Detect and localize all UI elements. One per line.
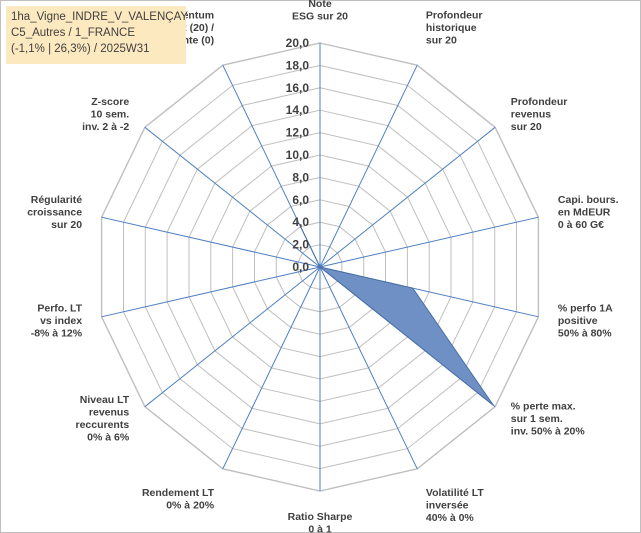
axis-spoke <box>222 266 321 470</box>
axis-spoke <box>319 126 496 268</box>
tick-label: 12,0 <box>286 126 310 140</box>
tick-label: 20,0 <box>286 36 310 50</box>
tick-label: 2,0 <box>292 238 309 252</box>
chart-title-box: 1ha_Vigne_INDRE_V_VALENÇAY C5_Autres / 1… <box>6 6 189 64</box>
axis-label: % perte max. sur 1 sem. inv. 50% à 20% <box>511 400 586 437</box>
title-line-3: (-1,1% | 26,3%) / 2025W31 <box>11 43 150 55</box>
axis-spoke <box>319 216 539 268</box>
axis-spoke <box>144 126 321 268</box>
axis-label: Rendement LT 0% à 20% <box>142 487 215 512</box>
axis-labels: Note ESG sur 20 Profondeur historique sur 20… <box>27 0 618 533</box>
title-line-1: 1ha_Vigne_INDRE_V_VALENÇAY <box>11 11 189 23</box>
axis-label: Niveau LT revenus reccurents 0% à 6% <box>75 394 129 444</box>
axis-label: Note ESG sur 20 <box>292 0 348 23</box>
axis-label: Profondeur historique sur 20 <box>426 10 483 47</box>
tick-label: 18,0 <box>286 58 310 72</box>
axis-spoke <box>319 64 418 268</box>
tick-label: 16,0 <box>286 81 310 95</box>
axis-spoke <box>101 216 321 268</box>
axis-label: Z-score 10 sem. inv. 2 à -2 <box>82 96 129 133</box>
axis-label: Régularité croissance sur 20 <box>27 194 82 231</box>
tick-label: 4,0 <box>292 215 309 229</box>
axis-label: Ratio Sharpe 0 à 1 <box>288 511 353 533</box>
tick-label: 10,0 <box>286 148 310 162</box>
tick-label: 0,0 <box>292 260 309 274</box>
tick-label: 8,0 <box>292 170 309 184</box>
axis-spoke <box>101 266 321 318</box>
axis-label: Volatilité LT inversée 40% à 0% <box>426 487 485 524</box>
axis-label: Perfo. LT vs index -8% à 12% <box>31 303 83 340</box>
axis-label: % perfo 1A positive 50% à 80% <box>558 303 613 340</box>
axis-spoke <box>144 266 321 408</box>
axis-label: Capi. bours. en MdEUR 0 à 60 G€ <box>558 194 619 231</box>
axis-spoke <box>319 266 418 470</box>
tick-label: 6,0 <box>292 193 309 207</box>
radar-series <box>300 226 494 406</box>
radial-tick-labels: 0,0 2,0 4,0 6,0 8,0 10,0 12,0 14,0 16,0 18,0 20,0 <box>286 36 310 274</box>
axis-label: Profondeur revenus sur 20 <box>511 96 568 133</box>
tick-label: 14,0 <box>286 103 310 117</box>
title-line-2: C5_Autres / 1_FRANCE <box>11 27 135 39</box>
series-area <box>300 226 494 406</box>
